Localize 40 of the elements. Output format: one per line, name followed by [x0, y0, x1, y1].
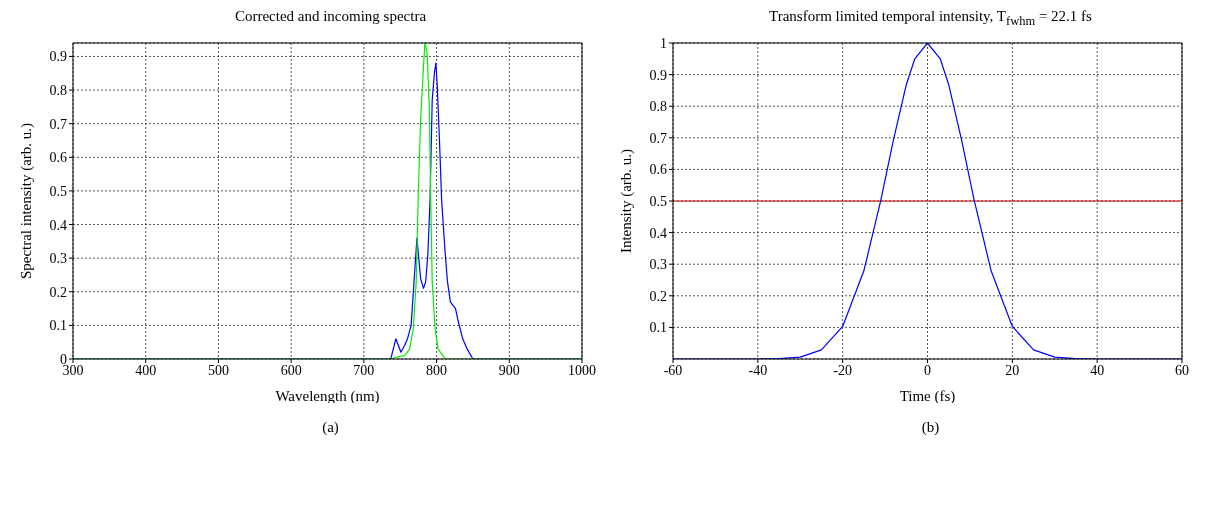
x-tick-label: -60: [663, 362, 683, 378]
x-tick-label: 20: [1005, 362, 1020, 378]
x-tick-label: -40: [748, 362, 768, 378]
x-tick-label: 900: [498, 362, 520, 378]
y-tick-label: 0.7: [649, 130, 667, 146]
x-tick-label: 800: [426, 362, 448, 378]
y-tick-label: 0.5: [649, 193, 667, 209]
text: (a): [321, 419, 340, 436]
y-tick-label: 0.6: [649, 162, 667, 178]
y-tick-label: 0.4: [649, 225, 667, 241]
y-tick-label: 0.7: [49, 116, 67, 132]
y-tick-label: 0.2: [649, 288, 667, 304]
chart-title: Corrected and incoming spectra: [233, 8, 428, 26]
y-tick-label: 0.5: [49, 183, 67, 199]
y-tick-label: 0.6: [49, 150, 67, 166]
y-tick-label: 0.4: [49, 217, 67, 233]
y-tick-label: 0.3: [49, 251, 67, 267]
y-tick-label: 0.3: [649, 257, 667, 273]
text: (b): [920, 419, 941, 436]
y-axis-title: Spectral intensity (arb. u.): [18, 122, 36, 280]
y-tick-label: 0.9: [49, 49, 67, 65]
y-tick-label: 0.2: [49, 284, 67, 300]
chart-title: Transform limited temporal intensity, T$_{fwhm}$ = 22.1 fs: [768, 8, 1093, 30]
x-tick-label: 40: [1090, 362, 1105, 378]
x-tick-label: 700: [353, 362, 375, 378]
x-tick-label: 400: [135, 362, 157, 378]
y-tick-label: 0.1: [649, 320, 667, 336]
y-tick-label: 0.8: [49, 83, 67, 99]
y-tick-label: 1: [660, 35, 667, 51]
y-tick-label: 0.1: [49, 318, 67, 334]
y-tick-label: 0.8: [649, 99, 667, 115]
y-tick-label: 0: [60, 351, 67, 367]
x-tick-label: -20: [833, 362, 852, 378]
x-tick-label: 60: [1175, 362, 1189, 378]
y-axis-title: Intensity (arb. u.): [618, 148, 636, 254]
x-tick-label: 1000: [568, 362, 596, 378]
x-tick-label: 500: [207, 362, 229, 378]
x-tick-label: 600: [280, 362, 302, 378]
y-tick-label: 0.9: [649, 67, 667, 83]
x-tick-label: 0: [924, 362, 931, 378]
